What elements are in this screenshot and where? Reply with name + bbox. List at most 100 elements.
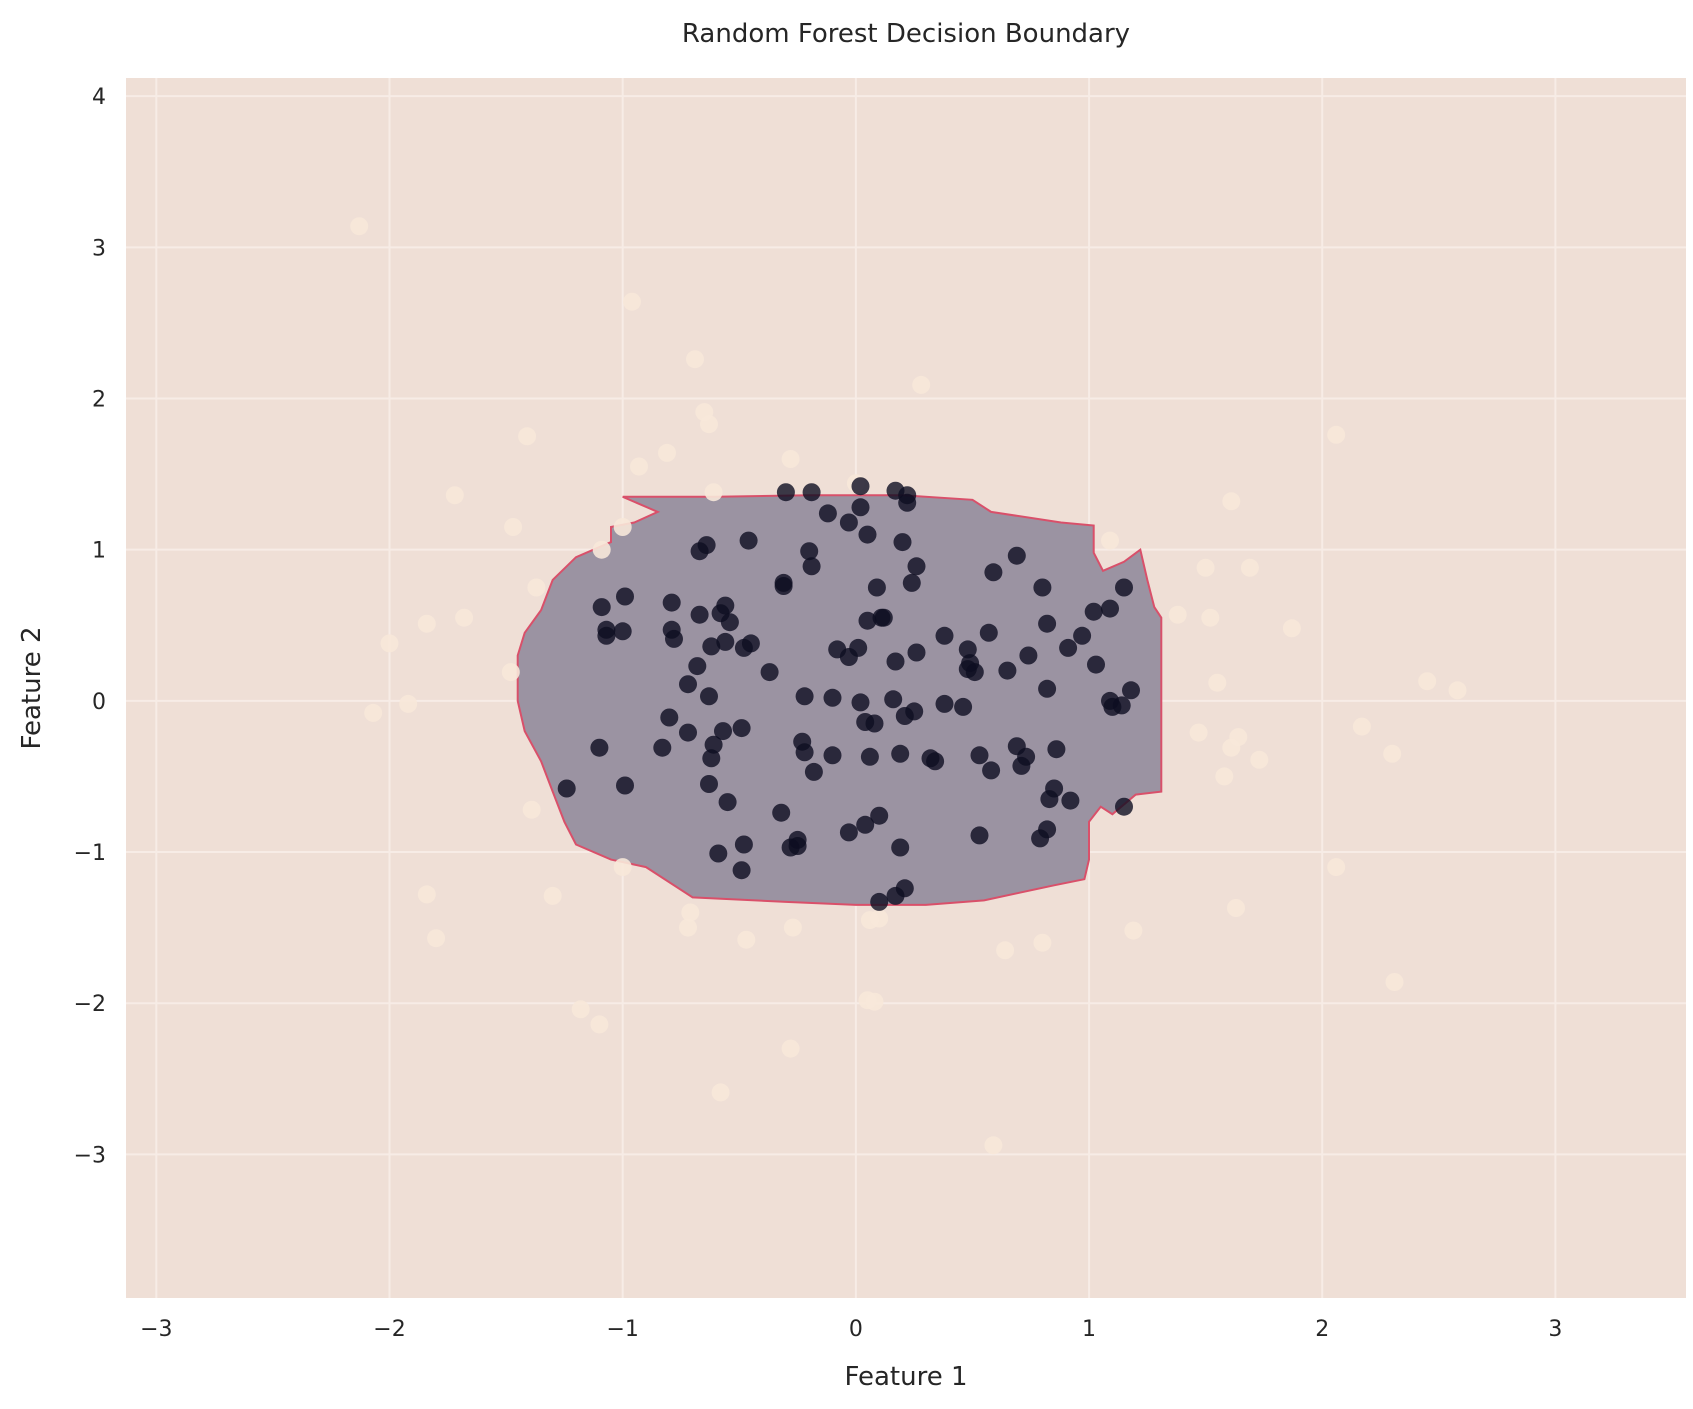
data-point-class-1 <box>1059 638 1078 657</box>
data-point-class-0 <box>704 483 723 502</box>
data-point-class-1 <box>690 542 709 561</box>
data-point-class-0 <box>518 427 537 446</box>
data-point-class-1 <box>718 793 737 812</box>
data-point-class-1 <box>1087 655 1105 674</box>
data-point-class-1 <box>886 652 905 671</box>
data-point-class-1 <box>1115 578 1133 597</box>
y-tick-labels: −3 −2 −1 0 1 2 3 4 <box>74 85 106 1168</box>
data-point-class-0 <box>1033 933 1052 952</box>
data-point-class-1 <box>858 611 877 630</box>
data-point-class-0 <box>1240 558 1259 577</box>
data-point-class-0 <box>427 929 446 948</box>
data-point-class-1 <box>898 493 917 512</box>
data-point-class-1 <box>734 835 753 854</box>
data-point-class-1 <box>874 608 893 627</box>
data-point-class-1 <box>660 708 679 727</box>
data-point-class-1 <box>1038 614 1057 633</box>
data-point-class-1 <box>1038 679 1057 698</box>
data-point-class-1 <box>774 577 793 595</box>
data-point-class-1 <box>998 661 1017 680</box>
data-point-class-0 <box>1196 558 1215 577</box>
data-point-class-1 <box>714 722 732 741</box>
data-point-class-0 <box>737 930 756 949</box>
data-point-class-0 <box>1124 921 1143 940</box>
data-point-class-0 <box>623 292 641 311</box>
data-point-class-1 <box>795 743 814 762</box>
data-point-class-1 <box>804 762 823 781</box>
data-point-class-1 <box>616 587 634 606</box>
data-point-class-0 <box>1383 744 1402 763</box>
data-point-class-1 <box>1031 829 1050 848</box>
data-point-class-0 <box>686 350 704 369</box>
data-point-class-1 <box>886 886 905 905</box>
data-point-class-0 <box>350 217 369 236</box>
data-point-class-1 <box>597 626 616 645</box>
data-point-class-1 <box>818 504 837 523</box>
data-point-class-1 <box>839 648 858 666</box>
data-point-class-1 <box>856 815 875 834</box>
x-axis-title: Feature 1 <box>844 1362 967 1392</box>
data-point-class-1 <box>907 557 926 576</box>
data-point-class-1 <box>688 657 707 676</box>
data-point-class-0 <box>527 578 546 597</box>
data-point-class-1 <box>839 823 858 842</box>
data-point-class-0 <box>543 886 562 905</box>
data-point-class-0 <box>700 415 718 434</box>
data-point-class-1 <box>839 513 858 532</box>
y-axis-title: Feature 2 <box>17 626 47 749</box>
y-tick-label: 2 <box>92 387 106 412</box>
data-point-class-1 <box>979 623 998 642</box>
data-point-class-0 <box>1208 673 1227 692</box>
data-point-class-1 <box>860 747 879 766</box>
data-point-class-1 <box>557 779 576 798</box>
data-point-class-1 <box>739 531 758 550</box>
data-point-class-1 <box>1061 791 1080 810</box>
x-tick-label: −3 <box>140 1317 172 1342</box>
data-point-class-1 <box>653 738 672 757</box>
data-point-class-1 <box>851 693 870 712</box>
data-point-class-0 <box>1222 492 1241 511</box>
data-point-class-1 <box>734 638 753 657</box>
data-point-class-0 <box>984 1136 1003 1155</box>
data-point-class-0 <box>399 694 418 713</box>
data-point-class-1 <box>1047 740 1066 759</box>
data-point-class-0 <box>912 375 931 394</box>
data-point-class-0 <box>522 800 541 819</box>
data-point-class-0 <box>592 540 611 559</box>
data-point-class-0 <box>783 918 802 937</box>
x-tick-label: 3 <box>1548 1317 1562 1342</box>
data-point-class-0 <box>711 1083 730 1102</box>
data-point-class-1 <box>926 752 945 771</box>
data-point-class-0 <box>1227 899 1245 917</box>
data-point-class-1 <box>851 477 870 496</box>
data-point-class-1 <box>870 806 889 825</box>
data-point-class-1 <box>1012 756 1031 775</box>
data-point-class-1 <box>1084 602 1103 621</box>
data-point-class-0 <box>1250 750 1269 769</box>
y-tick-label: 3 <box>92 236 106 261</box>
data-point-class-1 <box>732 719 751 738</box>
data-point-class-1 <box>732 861 751 880</box>
data-point-class-0 <box>504 518 523 536</box>
data-point-class-1 <box>970 746 989 765</box>
data-point-class-1 <box>970 826 989 845</box>
data-point-class-0 <box>501 663 520 682</box>
data-point-class-0 <box>630 457 648 476</box>
data-point-class-1 <box>592 598 611 617</box>
data-point-class-1 <box>891 744 910 763</box>
data-point-class-0 <box>1418 672 1437 691</box>
data-point-class-0 <box>571 1000 590 1019</box>
data-point-class-1 <box>895 707 914 725</box>
data-point-class-1 <box>802 557 821 576</box>
data-point-class-1 <box>965 663 984 682</box>
data-point-class-0 <box>781 1039 800 1058</box>
data-point-class-0 <box>1352 717 1371 736</box>
data-point-class-1 <box>702 637 721 656</box>
data-point-class-1 <box>958 640 977 659</box>
x-tick-label: 2 <box>1315 1317 1329 1342</box>
y-tick-label: −1 <box>74 841 106 866</box>
data-point-class-1 <box>679 675 697 694</box>
data-point-class-1 <box>704 735 723 754</box>
data-point-class-1 <box>700 775 718 793</box>
